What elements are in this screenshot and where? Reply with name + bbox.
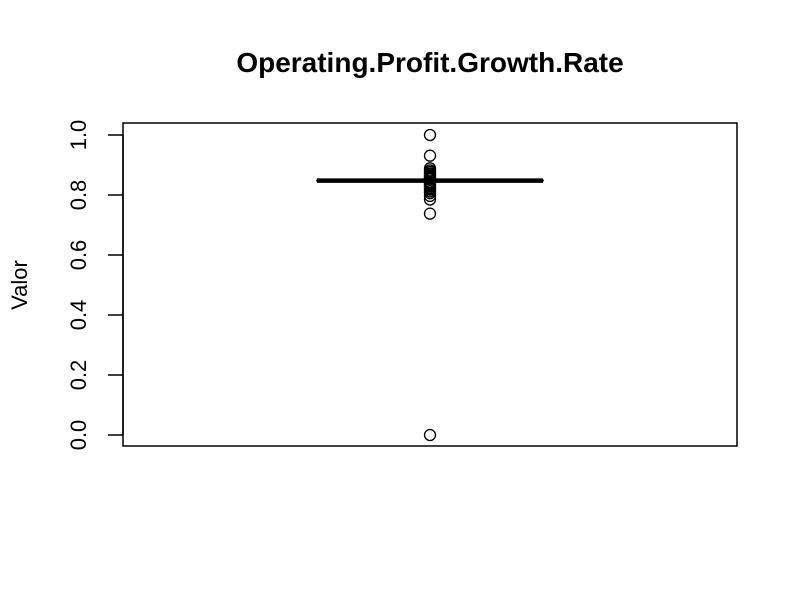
outlier-point [423, 128, 437, 142]
outlier-point [423, 428, 437, 442]
outlier-point [423, 149, 437, 162]
y-axis: 0.0 0.2 0.4 0.6 0.8 1.0 [66, 120, 124, 451]
y-tick-label: 0.0 [66, 420, 91, 451]
chart-title: Operating.Profit.Growth.Rate [236, 47, 623, 78]
y-tick-label: 0.6 [66, 240, 91, 271]
y-tick-label: 1.0 [66, 120, 91, 151]
outlier-point [423, 193, 437, 206]
outlier-point [423, 207, 437, 220]
y-tick-label: 0.2 [66, 360, 91, 391]
y-tick-label: 0.8 [66, 180, 91, 211]
outlier-group [423, 128, 437, 442]
y-tick-label: 0.4 [66, 300, 91, 331]
y-axis-label: Valor [7, 260, 32, 310]
outlier-point [423, 189, 437, 203]
